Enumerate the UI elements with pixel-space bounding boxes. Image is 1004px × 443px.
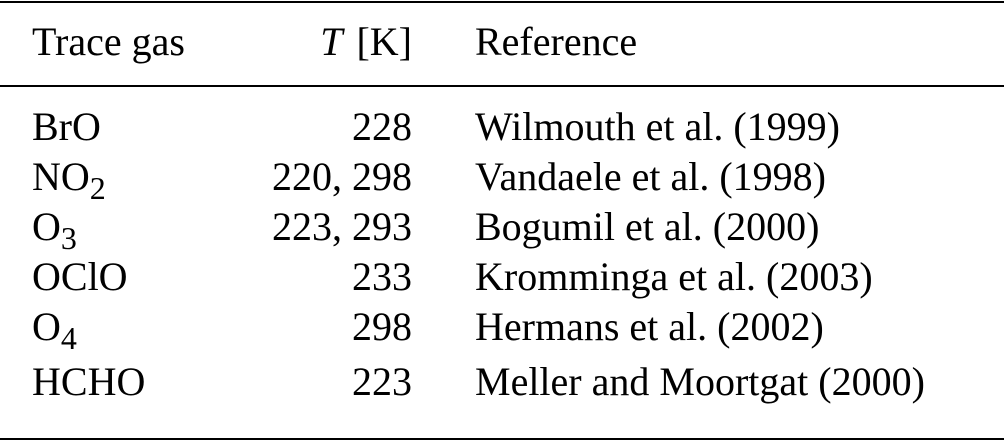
cell: 220, 298 <box>272 154 412 199</box>
cell: 228 <box>352 104 412 149</box>
cell: Bogumil et al. (2000) <box>475 204 819 249</box>
header-cell: T [K] <box>320 19 412 64</box>
cell: Wilmouth et al. (1999) <box>475 104 840 149</box>
cell: 298 <box>352 304 412 349</box>
cell: BrO <box>32 104 101 149</box>
cell: O3 <box>32 204 77 256</box>
cell: OClO <box>32 254 128 299</box>
cell: Vandaele et al. (1998) <box>475 154 826 199</box>
cell: 223, 293 <box>272 204 412 249</box>
subscript: 2 <box>90 170 106 206</box>
cell: Meller and Moortgat (2000) <box>475 359 925 404</box>
cell: O4 <box>32 304 77 356</box>
subscript: 4 <box>61 320 77 356</box>
formula: O <box>32 204 61 249</box>
cell: HCHO <box>32 359 145 404</box>
cell: Kromminga et al. (2003) <box>475 254 873 299</box>
symbol: T <box>320 19 345 64</box>
cell: NO2 <box>32 154 106 206</box>
cell: 233 <box>352 254 412 299</box>
formula: NO <box>32 154 90 199</box>
subscript: 3 <box>61 220 77 256</box>
header-cell: Trace gas <box>32 19 185 64</box>
unit: [K] <box>356 19 412 64</box>
cell: 223 <box>352 359 412 404</box>
header-cell: Reference <box>475 19 637 64</box>
formula: O <box>32 304 61 349</box>
cell: Hermans et al. (2002) <box>475 304 824 349</box>
